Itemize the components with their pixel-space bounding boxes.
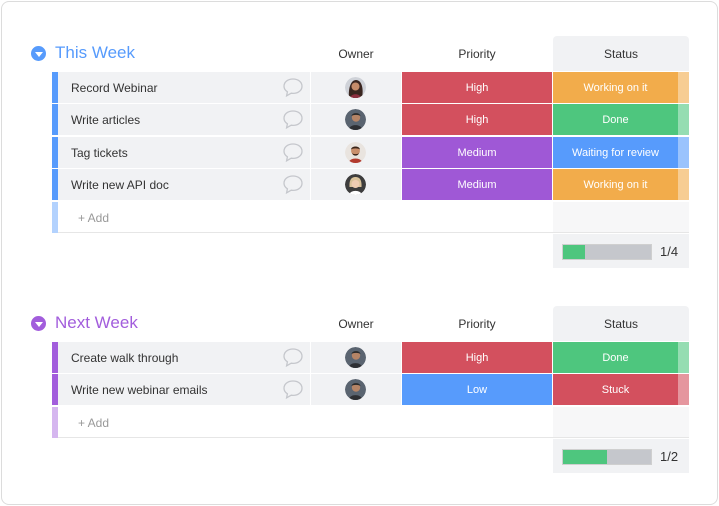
avatar-man[interactable]: [345, 347, 366, 368]
priority-label[interactable]: High: [402, 104, 552, 135]
avatar-woman[interactable]: [345, 77, 366, 98]
status-label[interactable]: Done: [553, 342, 678, 373]
table-row[interactable]: Tag tickets Medium Waiting for review: [52, 137, 689, 168]
progress-fill: [563, 245, 585, 259]
status-label[interactable]: Working on it: [553, 169, 678, 200]
status-cell-edge: [678, 342, 689, 373]
avatar-man-beard[interactable]: [345, 142, 366, 163]
status-column-background: [553, 202, 689, 233]
status-cell-edge: [678, 104, 689, 135]
status-summary: 1/2: [553, 439, 689, 473]
column-header-priority[interactable]: Priority: [458, 317, 496, 331]
avatar-woman-light[interactable]: [345, 174, 366, 195]
status-label[interactable]: Stuck: [553, 374, 678, 405]
group-title[interactable]: Next Week: [55, 313, 138, 332]
item-name[interactable]: Record Webinar: [71, 81, 158, 95]
priority-label[interactable]: Low: [402, 374, 552, 405]
priority-label[interactable]: Medium: [402, 169, 552, 200]
item-name[interactable]: Write new API doc: [71, 178, 169, 192]
avatar-man[interactable]: [345, 379, 366, 400]
item-name[interactable]: Write articles: [71, 113, 141, 127]
column-header-owner[interactable]: Owner: [338, 317, 374, 331]
column-header-status[interactable]: Status: [603, 317, 639, 331]
status-cell-edge: [678, 374, 689, 405]
column-header-owner[interactable]: Owner: [338, 47, 374, 61]
status-label[interactable]: Done: [553, 104, 678, 135]
status-summary: 1/4: [553, 234, 689, 268]
status-cell-edge: [678, 169, 689, 200]
status-label[interactable]: Waiting for review: [553, 137, 678, 168]
row-color-bar: [52, 374, 58, 405]
owner-cell[interactable]: [311, 104, 401, 135]
comment-bubble-icon[interactable]: [282, 379, 304, 400]
add-item-row[interactable]: + Add: [52, 202, 689, 233]
progress-fill: [563, 450, 607, 464]
table-row[interactable]: Create walk through High Done: [52, 342, 689, 373]
progress-count: 1/4: [660, 244, 679, 259]
column-header-status[interactable]: Status: [603, 47, 639, 61]
owner-cell[interactable]: [311, 137, 401, 168]
item-name-cell[interactable]: Create walk through: [58, 342, 310, 373]
add-item-row[interactable]: + Add: [52, 407, 689, 438]
table-row[interactable]: Write articles High Done: [52, 104, 689, 135]
owner-cell[interactable]: [311, 342, 401, 373]
item-name[interactable]: Tag tickets: [71, 146, 128, 160]
item-name-cell[interactable]: Write articles: [58, 104, 310, 135]
status-progress-bar[interactable]: [562, 244, 652, 260]
collapse-group-icon[interactable]: [31, 46, 46, 61]
column-header-priority[interactable]: Priority: [458, 47, 496, 61]
table-row[interactable]: Record Webinar High Working on it: [52, 72, 689, 103]
collapse-group-icon[interactable]: [31, 316, 46, 331]
status-header-background: [553, 306, 689, 341]
comment-bubble-icon[interactable]: [282, 77, 304, 98]
priority-label[interactable]: High: [402, 342, 552, 373]
divider: [58, 232, 689, 233]
group-title[interactable]: This Week: [55, 43, 135, 62]
item-name-cell[interactable]: Tag tickets: [58, 137, 310, 168]
status-label[interactable]: Working on it: [553, 72, 678, 103]
owner-cell[interactable]: [311, 374, 401, 405]
status-progress-bar[interactable]: [562, 449, 652, 465]
status-cell-edge: [678, 137, 689, 168]
add-item-input[interactable]: + Add: [78, 416, 110, 430]
row-color-bar: [52, 137, 58, 168]
owner-cell[interactable]: [311, 169, 401, 200]
divider: [58, 437, 689, 438]
comment-bubble-icon[interactable]: [282, 347, 304, 368]
status-header-background: [553, 36, 689, 71]
status-cell-edge: [678, 72, 689, 103]
item-name[interactable]: Write new webinar emails: [71, 383, 208, 397]
add-item-input[interactable]: + Add: [78, 211, 110, 225]
row-color-bar: [52, 342, 58, 373]
row-color-bar: [52, 407, 58, 438]
priority-label[interactable]: Medium: [402, 137, 552, 168]
priority-label[interactable]: High: [402, 72, 552, 103]
row-color-bar: [52, 169, 58, 200]
item-name-cell[interactable]: Write new API doc: [58, 169, 310, 200]
owner-cell[interactable]: [311, 72, 401, 103]
row-color-bar: [52, 72, 58, 103]
progress-count: 1/2: [660, 449, 679, 464]
item-name[interactable]: Create walk through: [71, 351, 179, 365]
comment-bubble-icon[interactable]: [282, 142, 304, 163]
item-name-cell[interactable]: Write new webinar emails: [58, 374, 310, 405]
row-color-bar: [52, 104, 58, 135]
comment-bubble-icon[interactable]: [282, 109, 304, 130]
table-row[interactable]: Write new webinar emails Low Stuck: [52, 374, 689, 405]
status-column-background: [553, 407, 689, 438]
table-row[interactable]: Write new API doc Medium Working on it: [52, 169, 689, 200]
row-color-bar: [52, 202, 58, 233]
avatar-man[interactable]: [345, 109, 366, 130]
item-name-cell[interactable]: Record Webinar: [58, 72, 310, 103]
comment-bubble-icon[interactable]: [282, 174, 304, 195]
